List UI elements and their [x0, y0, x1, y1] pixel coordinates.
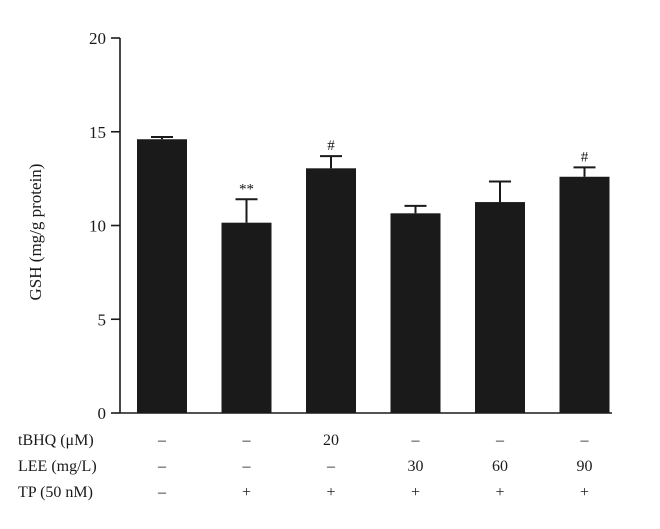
significance-marker: #: [581, 149, 589, 165]
condition-cell: –: [242, 458, 252, 475]
condition-cell: +: [242, 484, 251, 501]
bar: [559, 176, 610, 413]
bar: [475, 202, 525, 413]
y-tick-label: 5: [98, 310, 107, 329]
condition-table: tBHQ (μM) – – 20 – – – LEE (mg/L) – – – 30 60 90 TP (5…: [18, 432, 593, 501]
condition-cell: +: [495, 484, 504, 501]
y-tick-label: 0: [98, 404, 107, 423]
y-axis-title: GSH (mg/g protein): [26, 164, 45, 301]
condition-cell: –: [242, 432, 252, 449]
error-bars: [151, 136, 596, 223]
condition-row-label: tBHQ (μM): [18, 432, 94, 449]
bar: [390, 213, 441, 413]
condition-cell: –: [157, 458, 167, 475]
condition-cell: –: [411, 432, 421, 449]
bar-series: [137, 139, 610, 413]
condition-cell: –: [326, 458, 336, 475]
significance-marker: #: [327, 138, 335, 154]
condition-cell: –: [157, 484, 167, 501]
bar: [137, 139, 187, 413]
condition-cell: –: [580, 432, 590, 449]
condition-cell: 60: [492, 458, 508, 475]
significance-marker: **: [239, 181, 254, 197]
condition-row-label: LEE (mg/L): [18, 458, 97, 475]
y-axis: 0 5 10 15 20: [89, 29, 121, 423]
condition-cell: +: [580, 484, 589, 501]
y-tick-label: 15: [89, 123, 106, 142]
condition-row-label: TP (50 nM): [18, 484, 93, 501]
condition-cell: 90: [577, 458, 593, 475]
bar: [221, 222, 272, 413]
significance-annotations: ** # #: [239, 138, 589, 197]
y-tick-label: 10: [89, 217, 106, 236]
condition-cell: 20: [323, 432, 339, 449]
condition-cell: +: [411, 484, 420, 501]
condition-cell: +: [326, 484, 335, 501]
bar: [306, 168, 356, 413]
condition-cell: 30: [408, 458, 424, 475]
condition-cell: –: [157, 432, 167, 449]
condition-cell: –: [495, 432, 505, 449]
y-tick-label: 20: [89, 29, 106, 48]
